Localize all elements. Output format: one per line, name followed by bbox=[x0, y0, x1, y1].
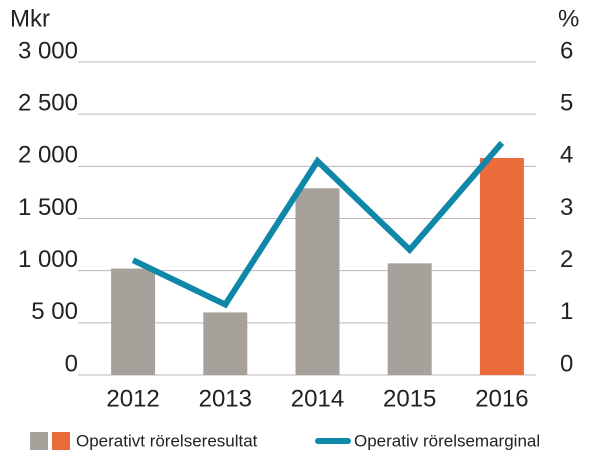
y2-tick-label: 6 bbox=[560, 37, 573, 64]
bar bbox=[387, 263, 432, 375]
x-tick-label: 2013 bbox=[199, 385, 252, 412]
y2-tick-label: 3 bbox=[560, 194, 573, 221]
y-tick-label: 1 000 bbox=[18, 246, 78, 273]
y-tick-label: 1 500 bbox=[18, 194, 78, 221]
y2-tick-label: 4 bbox=[560, 142, 573, 169]
y2-tick-label: 5 bbox=[560, 90, 573, 117]
bar bbox=[295, 188, 340, 375]
legend-label: Operativt rörelseresultat bbox=[76, 431, 258, 450]
line bbox=[131, 140, 505, 309]
y-tick-label: 2 500 bbox=[18, 90, 78, 117]
y-tick-label: 0 bbox=[65, 350, 78, 377]
bar bbox=[479, 157, 524, 375]
y2-tick-label: 0 bbox=[560, 350, 573, 377]
y2-tick-label: 2 bbox=[560, 246, 573, 273]
y-tick-label: 3 000 bbox=[18, 37, 78, 64]
x-tick-label: 2015 bbox=[383, 385, 436, 412]
y-tick-label: 2 000 bbox=[18, 142, 78, 169]
y2-axis-label: % bbox=[558, 5, 579, 32]
legend-swatch bbox=[30, 432, 48, 450]
bar bbox=[203, 312, 248, 375]
bar bbox=[111, 268, 156, 375]
y2-tick-label: 1 bbox=[560, 298, 573, 325]
x-tick-label: 2012 bbox=[106, 385, 159, 412]
x-tick-label: 2014 bbox=[291, 385, 344, 412]
y-axis-label: Mkr bbox=[10, 5, 50, 32]
y-tick-label: 5 00 bbox=[31, 298, 78, 325]
x-tick-label: 2016 bbox=[475, 385, 528, 412]
legend-swatch bbox=[52, 432, 70, 450]
legend-label: Operativ rörelsemarginal bbox=[354, 431, 540, 450]
